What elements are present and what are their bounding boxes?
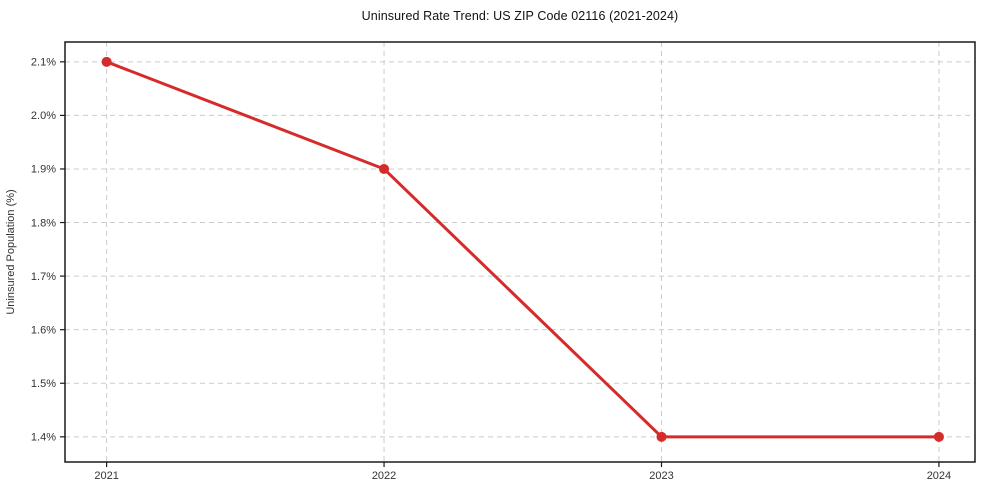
y-tick-label: 2.0% xyxy=(31,110,56,122)
y-axis-label: Uninsured Population (%) xyxy=(5,189,17,314)
data-point-2021 xyxy=(101,56,112,67)
y-tick-label: 1.7% xyxy=(31,271,56,283)
y-tick-label: 2.1% xyxy=(31,57,56,69)
x-tick-label: 2023 xyxy=(649,470,673,482)
y-tick-label: 1.5% xyxy=(31,378,56,390)
x-tick-label: 2024 xyxy=(927,470,951,482)
data-point-2023 xyxy=(656,431,667,442)
x-tick-label: 2021 xyxy=(94,470,118,482)
data-point-2024 xyxy=(933,431,944,442)
trend-line xyxy=(105,60,941,439)
y-tick-label: 1.6% xyxy=(31,324,56,336)
plot-border xyxy=(64,41,976,463)
y-tick-label: 1.4% xyxy=(31,432,56,444)
y-tick-label: 1.9% xyxy=(31,164,56,176)
y-tick-label: 1.8% xyxy=(31,217,56,229)
data-point-2022 xyxy=(379,163,390,174)
x-tick-label: 2022 xyxy=(372,470,396,482)
chart-title: Uninsured Rate Trend: US ZIP Code 02116 … xyxy=(361,9,679,23)
